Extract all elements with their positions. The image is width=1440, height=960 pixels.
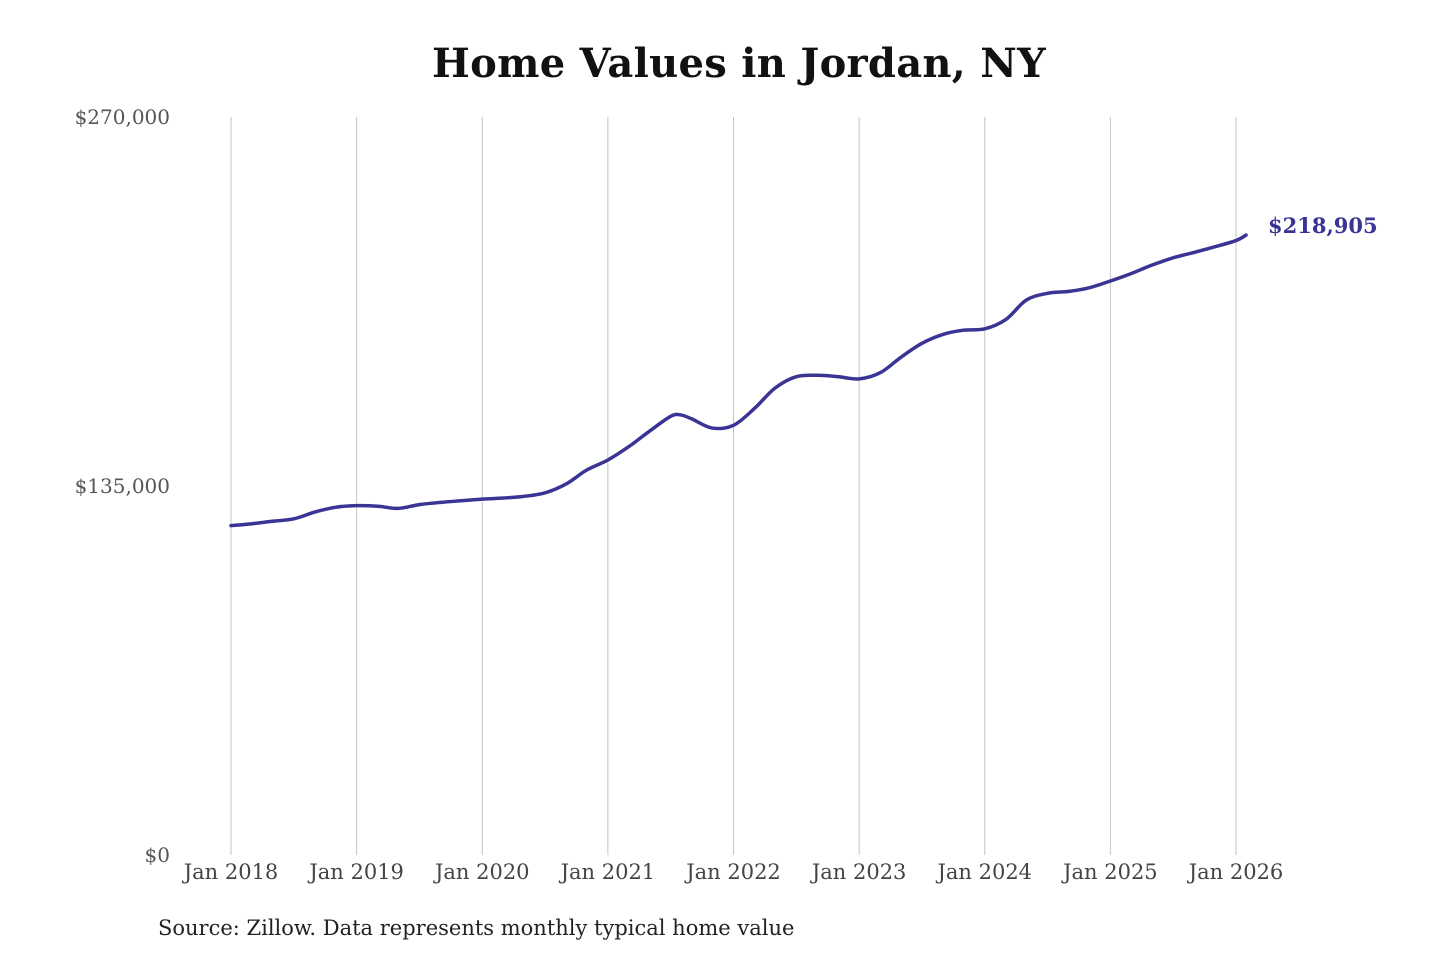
x-tick-label: Jan 2026 xyxy=(1187,860,1284,884)
x-tick-label: Jan 2024 xyxy=(935,860,1032,884)
y-axis-ticks: $0 $135,000 $270,000 xyxy=(75,105,170,867)
x-tick-label: Jan 2025 xyxy=(1061,860,1158,884)
y-tick-label: $0 xyxy=(145,843,170,867)
source-note: Source: Zillow. Data represents monthly … xyxy=(158,916,795,940)
end-value-label: $218,905 xyxy=(1268,213,1378,238)
y-tick-label: $135,000 xyxy=(75,474,170,498)
y-tick-label: $270,000 xyxy=(75,105,170,129)
end-labels: $218,905 xyxy=(1268,213,1378,238)
x-axis-ticks: Jan 2018 Jan 2019 Jan 2020 Jan 2021 Jan 2022… xyxy=(182,860,1284,884)
x-tick-label: Jan 2022 xyxy=(684,860,781,884)
x-tick-label: Jan 2021 xyxy=(559,860,656,884)
x-tick-label: Jan 2019 xyxy=(307,860,404,884)
x-tick-label: Jan 2023 xyxy=(810,860,907,884)
x-tick-label: Jan 2018 xyxy=(182,860,279,884)
series-lines xyxy=(229,233,1248,528)
gridlines xyxy=(230,117,1237,855)
chart-title: Home Values in Jordan, NY xyxy=(432,40,1046,87)
x-tick-label: Jan 2020 xyxy=(433,860,530,884)
series-line xyxy=(229,233,1248,528)
